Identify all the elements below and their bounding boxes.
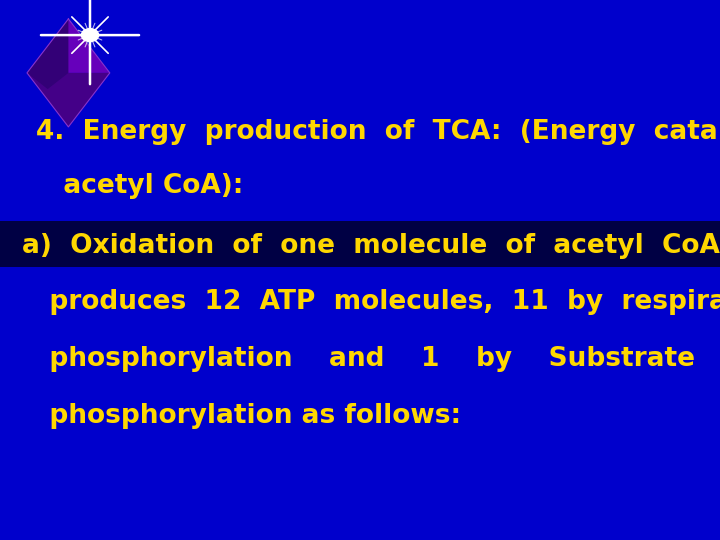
Text: 4.  Energy  production  of  TCA:  (Energy  catabolism  of: 4. Energy production of TCA: (Energy cat…	[36, 119, 720, 145]
Polygon shape	[27, 19, 68, 89]
Polygon shape	[27, 19, 109, 73]
Polygon shape	[27, 73, 109, 127]
Circle shape	[81, 29, 99, 42]
Text: produces  12  ATP  molecules,  11  by  respiratory  chain: produces 12 ATP molecules, 11 by respira…	[22, 289, 720, 315]
Text: phosphorylation    and    1    by    Substrate    level: phosphorylation and 1 by Substrate level	[22, 346, 720, 372]
Text: phosphorylation as follows:: phosphorylation as follows:	[22, 403, 461, 429]
Bar	[0, 221, 720, 267]
Text: a)  Oxidation  of  one  molecule  of  acetyl  CoA  in  TCA: a) Oxidation of one molecule of acetyl C…	[22, 233, 720, 259]
Text: acetyl CoA):: acetyl CoA):	[36, 173, 243, 199]
Circle shape	[86, 32, 94, 38]
